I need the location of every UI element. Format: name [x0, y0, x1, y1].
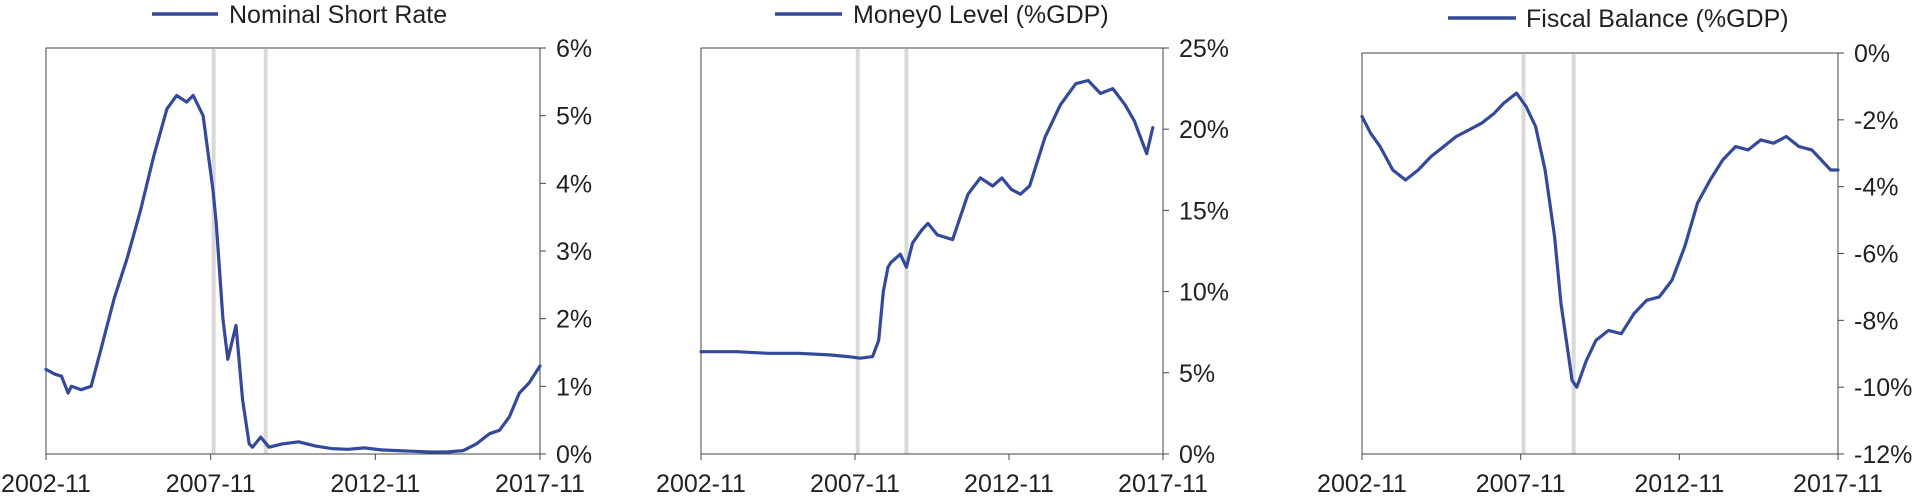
legend-label: Fiscal Balance (%GDP) — [1526, 5, 1789, 33]
series-line-money0-level-gdp — [699, 78, 1155, 360]
y-tick-label: -2% — [1854, 107, 1898, 135]
y-tick-label: 4% — [556, 170, 592, 198]
y-tick-label: -10% — [1854, 374, 1912, 402]
y-tick-label: -4% — [1854, 174, 1898, 202]
x-tick-label: 2007-11 — [810, 470, 900, 498]
chart-nominal-short-rate: 6% 5% 4% 3% 2% 1% 0% 2002-11 2007-11 2012-11 2017-… — [1, 1, 592, 498]
x-tick-label: 2002-11 — [1317, 470, 1407, 498]
y-tick-label: 1% — [556, 373, 592, 401]
y-tick-label: 0% — [1854, 40, 1890, 68]
x-tick-label: 2002-11 — [656, 470, 746, 498]
y-tick-label: 2% — [556, 306, 592, 334]
chart-fiscal-balance: 0% -2% -4% -6% -8% -10% -12% 2002-11 2007-11 2012… — [1317, 5, 1912, 498]
series-line-nominal-short-rate — [44, 93, 542, 454]
y-tick-label: 0% — [556, 441, 592, 469]
x-tick-label: 2007-11 — [1476, 470, 1566, 498]
plot-frame — [700, 47, 1164, 455]
x-tick-label: 2007-11 — [166, 470, 256, 498]
plot-frame — [45, 47, 541, 455]
y-tick-label: 15% — [1179, 197, 1229, 225]
y-tick-label: 20% — [1179, 116, 1229, 144]
x-tick-label: 2017-11 — [1793, 470, 1883, 498]
legend-label: Money0 Level (%GDP) — [853, 1, 1109, 29]
y-tick-label: 10% — [1179, 279, 1229, 307]
x-tick-label: 2012-11 — [964, 470, 1054, 498]
legend-label: Nominal Short Rate — [229, 1, 447, 29]
x-tick-label: 2017-11 — [1118, 470, 1208, 498]
x-tick-label: 2002-11 — [1, 470, 91, 498]
chart-money0-level: 25% 20% 15% 10% 5% 0% 2002-11 2007-11 2012-11 201… — [656, 1, 1229, 498]
x-tick-label: 2017-11 — [495, 470, 585, 498]
plot-frame — [1361, 52, 1839, 455]
y-tick-label: 5% — [556, 103, 592, 131]
y-tick-label: 3% — [556, 238, 592, 266]
y-tick-label: -6% — [1854, 241, 1898, 269]
y-tick-label: 0% — [1179, 441, 1215, 469]
y-tick-label: 25% — [1179, 35, 1229, 63]
y-tick-label: 5% — [1179, 360, 1215, 388]
y-tick-label: -12% — [1854, 441, 1912, 469]
y-tick-label: -8% — [1854, 307, 1898, 335]
y-tick-label: 6% — [556, 35, 592, 63]
series-line-fiscal-balance-gdp — [1360, 91, 1840, 389]
x-tick-label: 2012-11 — [1634, 470, 1724, 498]
x-tick-label: 2012-11 — [330, 470, 420, 498]
